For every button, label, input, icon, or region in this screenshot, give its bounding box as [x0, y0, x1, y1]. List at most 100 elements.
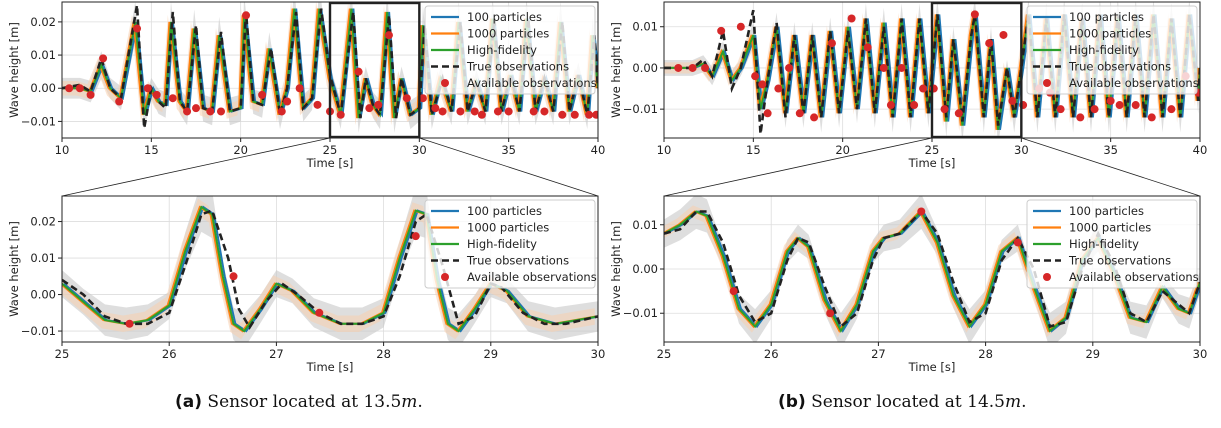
observation-point-22 — [954, 109, 963, 118]
x-tick-label-0: 25 — [657, 347, 672, 361]
observation-point-14 — [258, 90, 267, 99]
panel-b-top: 10 15 20 25 30 35 40 −0.01 0.00 0.01 Time [s] Wave … — [609, 1, 1207, 170]
observation-point-29 — [456, 107, 465, 116]
x-tick-label-6: 40 — [591, 143, 606, 157]
observation-point-21 — [354, 67, 363, 76]
observation-point-22 — [365, 104, 374, 113]
legend-label-1: 1000 particles — [467, 27, 549, 41]
legend-label-1: 1000 particles — [467, 221, 549, 235]
observation-point-2 — [701, 63, 710, 72]
observation-point-13 — [242, 11, 251, 20]
observation-point-20 — [336, 110, 345, 119]
legend-label-2: High-fidelity — [467, 237, 537, 251]
legend-label-1: 1000 particles — [1069, 27, 1151, 41]
observation-point-0 — [65, 84, 74, 93]
observation-point-0 — [125, 319, 134, 328]
x-tick-label-4: 29 — [1085, 347, 1100, 361]
observation-point-24 — [985, 39, 994, 48]
legend: 100 particles 1000 particles High-fidelity… — [424, 199, 597, 289]
observation-point-30 — [1056, 105, 1065, 114]
observation-point-25 — [402, 94, 411, 103]
x-axis-label: Time [s] — [908, 156, 956, 170]
observation-point-0 — [674, 63, 683, 72]
observation-point-1 — [826, 309, 835, 318]
legend-marker-4 — [1043, 79, 1051, 87]
legend-label-0: 100 particles — [1069, 10, 1144, 24]
observation-point-3 — [717, 26, 726, 35]
legend-marker-4 — [441, 79, 449, 87]
observation-point-16 — [283, 97, 292, 106]
y-axis-label: Wave height [m] — [7, 221, 21, 317]
legend-label-0: 100 particles — [1069, 204, 1144, 218]
legend: 100 particles 1000 particles High-fidelity… — [424, 5, 597, 95]
y-tick-label-2: 0.01 — [632, 218, 658, 232]
observation-point-3 — [99, 54, 108, 63]
observation-point-37 — [570, 110, 579, 119]
y-tick-label-2: 0.01 — [30, 48, 56, 62]
x-tick-label-1: 15 — [144, 143, 159, 157]
observation-point-15 — [879, 63, 888, 72]
observation-point-27 — [431, 104, 440, 113]
legend-marker-4 — [441, 273, 449, 281]
y-tick-label-2: 0.01 — [30, 251, 56, 265]
y-tick-label-0: −0.01 — [21, 324, 56, 338]
observation-point-26 — [1008, 96, 1017, 105]
observation-point-36 — [558, 110, 567, 119]
y-tick-label-0: −0.01 — [623, 102, 658, 116]
observation-point-12 — [827, 39, 836, 48]
y-tick-label-1: 0.00 — [30, 288, 56, 302]
observation-point-33 — [1106, 96, 1115, 105]
observation-point-2 — [315, 308, 324, 317]
legend-label-2: High-fidelity — [1069, 43, 1139, 57]
observation-point-25 — [999, 30, 1008, 39]
observation-point-34 — [1115, 101, 1124, 110]
x-axis-label: Time [s] — [908, 360, 956, 374]
legend-label-0: 100 particles — [467, 10, 542, 24]
caption-a-letter: (a) — [175, 392, 203, 412]
observation-point-0 — [729, 287, 738, 296]
observation-point-38 — [585, 110, 594, 119]
y-tick-label-0: −0.01 — [623, 306, 658, 320]
legend-label-3: True observations — [466, 60, 569, 74]
observation-point-19 — [919, 84, 928, 93]
observation-point-6 — [143, 84, 152, 93]
x-tick-label-1: 15 — [746, 143, 761, 157]
observation-point-32 — [493, 107, 502, 116]
x-tick-label-0: 25 — [55, 347, 70, 361]
x-tick-label-0: 10 — [55, 143, 70, 157]
observation-point-5 — [133, 24, 142, 33]
panel-a-top: 10 15 20 25 30 35 40 −0.01 0.00 0.01 0.02 Time [s] W… — [7, 1, 606, 170]
caption-a: (a) Sensor located at 13.5m. — [175, 392, 423, 412]
observation-point-4 — [115, 97, 124, 106]
observation-point-3 — [1013, 238, 1022, 247]
observation-point-10 — [192, 104, 200, 113]
legend-label-1: 1000 particles — [1069, 221, 1151, 235]
x-tick-label-2: 27 — [269, 347, 284, 361]
y-tick-label-1: 0.00 — [632, 61, 658, 75]
x-axis-label: Time [s] — [306, 156, 354, 170]
y-tick-label-1: 0.00 — [632, 262, 658, 276]
caption-b-letter: (b) — [778, 392, 806, 412]
legend-label-2: High-fidelity — [1069, 237, 1139, 251]
x-tick-label-5: 35 — [1103, 143, 1118, 157]
observation-point-18 — [313, 100, 322, 109]
legend-label-4: Available observations — [1069, 270, 1199, 284]
zoom-connector-left-0 — [61, 137, 331, 197]
observation-point-13 — [847, 14, 856, 23]
observation-point-14 — [863, 43, 872, 52]
x-tick-label-3: 25 — [323, 143, 338, 157]
x-tick-label-3: 28 — [978, 347, 993, 361]
zoom-box — [328, 1, 421, 139]
legend-label-3: True observations — [466, 254, 569, 268]
observation-point-34 — [529, 107, 538, 116]
zoom-connector-right-1 — [1021, 137, 1201, 197]
observation-point-33 — [504, 107, 513, 116]
legend: 100 particles 1000 particles High-fidelity… — [1026, 199, 1199, 289]
zoom-connector-right-0 — [419, 137, 599, 197]
observation-point-2 — [917, 207, 926, 216]
observation-point-30 — [470, 107, 479, 116]
legend-label-4: Available observations — [1069, 76, 1199, 90]
legend-box — [424, 199, 596, 289]
x-tick-label-5: 35 — [501, 143, 516, 157]
